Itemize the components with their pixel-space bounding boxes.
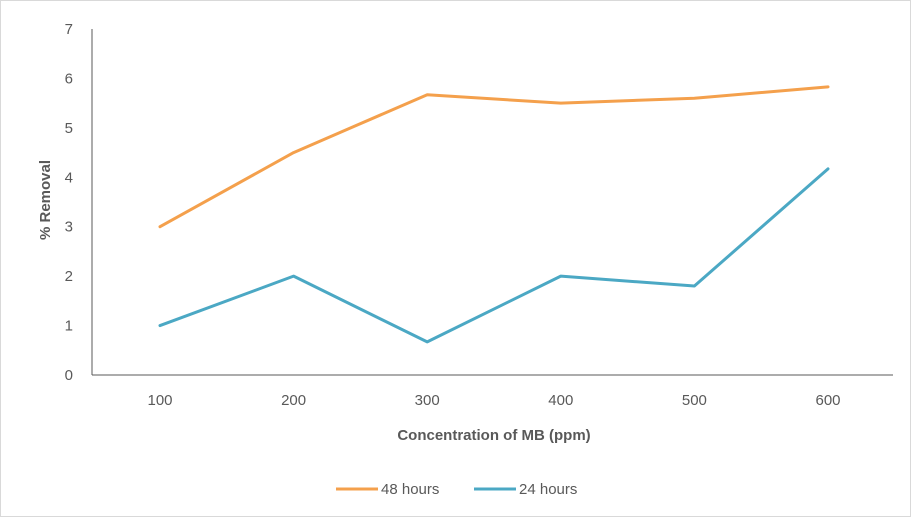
y-tick-label: 3	[65, 219, 73, 236]
y-axis-title: % Removal	[37, 160, 54, 240]
x-tick-label: 600	[815, 392, 840, 409]
series-lines	[158, 85, 830, 344]
x-tick-label: 400	[548, 392, 573, 409]
x-axis-title: Concentration of MB (ppm)	[397, 427, 590, 444]
x-tick-label: 300	[415, 392, 440, 409]
legend-item-48-hours: 48 hours	[336, 481, 439, 498]
legend: 48 hours 24 hours	[336, 481, 577, 498]
x-tick-label: 500	[682, 392, 707, 409]
y-tick-label: 4	[65, 169, 73, 186]
legend-label-24-hours: 24 hours	[519, 481, 577, 498]
legend-item-24-hours: 24 hours	[474, 481, 577, 498]
x-axis-tick-labels: 100 200 300 400 500 600	[147, 392, 840, 409]
y-tick-label: 2	[65, 268, 73, 285]
series-line-48-hours	[158, 85, 830, 229]
x-tick-label: 200	[281, 392, 306, 409]
y-tick-label: 1	[65, 318, 73, 335]
series-line-24-hours	[158, 167, 830, 344]
x-tick-label: 100	[147, 392, 172, 409]
y-tick-label: 5	[65, 120, 73, 137]
y-tick-label: 6	[65, 70, 73, 87]
y-axis-tick-labels: 0 1 2 3 4 5 6 7	[65, 21, 73, 384]
legend-label-48-hours: 48 hours	[381, 481, 439, 498]
y-tick-label: 7	[65, 21, 73, 38]
y-tick-label: 0	[65, 367, 73, 384]
